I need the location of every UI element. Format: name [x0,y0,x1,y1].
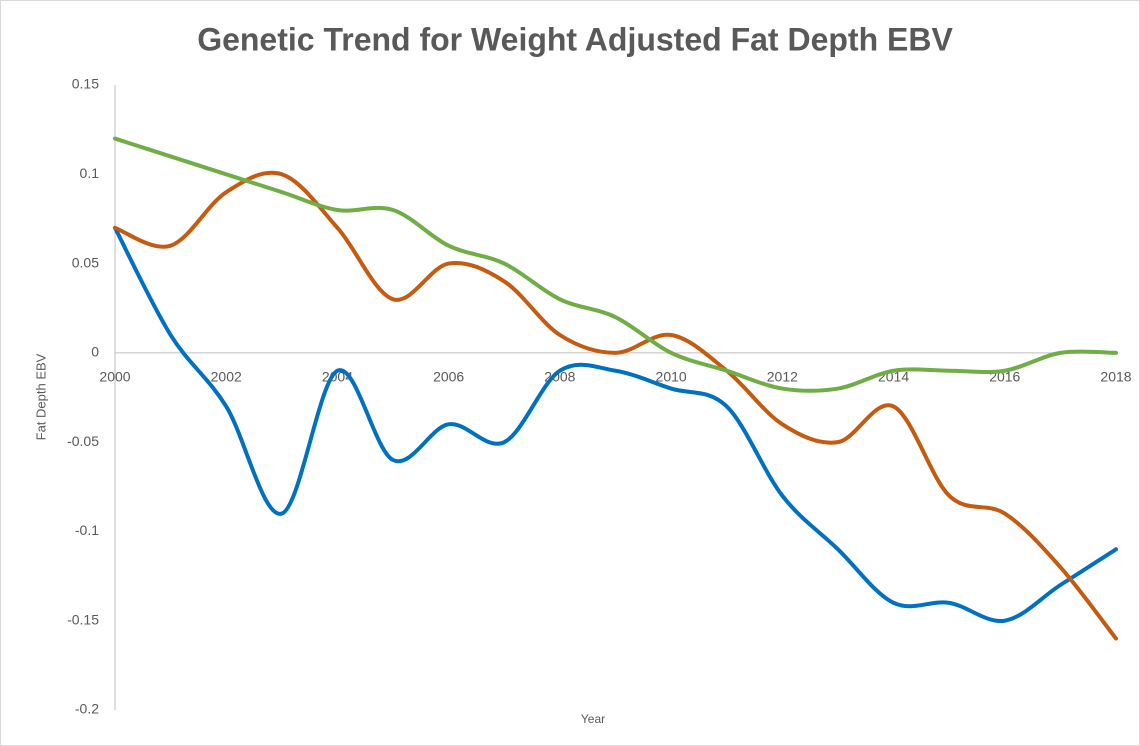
line-series [113,136,1118,393]
y-tick-label: 0.1 [80,165,100,181]
x-axis-label: Year [581,712,605,726]
line-series [113,170,1118,641]
x-tick-label: 2010 [656,369,687,385]
x-tick-label: 2012 [767,369,798,385]
y-tick-label: 0.15 [72,76,99,92]
y-axis-label: Fat Depth EBV [33,353,48,440]
x-tick-label: 2002 [211,369,242,385]
y-tick-label: -0.15 [67,611,99,627]
y-tick-label: -0.05 [67,433,99,449]
y-tick-label: 0 [91,344,99,360]
y-tick-label: 0.05 [72,254,99,270]
x-tick-label: 2000 [99,369,130,385]
x-tick-label: 2018 [1100,369,1131,385]
line-series [113,225,1118,623]
y-tick-label: -0.1 [75,522,99,538]
chart-title: Genetic Trend for Weight Adjusted Fat De… [197,21,953,57]
y-tick-label: -0.2 [75,701,99,717]
x-tick-label: 2006 [433,369,464,385]
